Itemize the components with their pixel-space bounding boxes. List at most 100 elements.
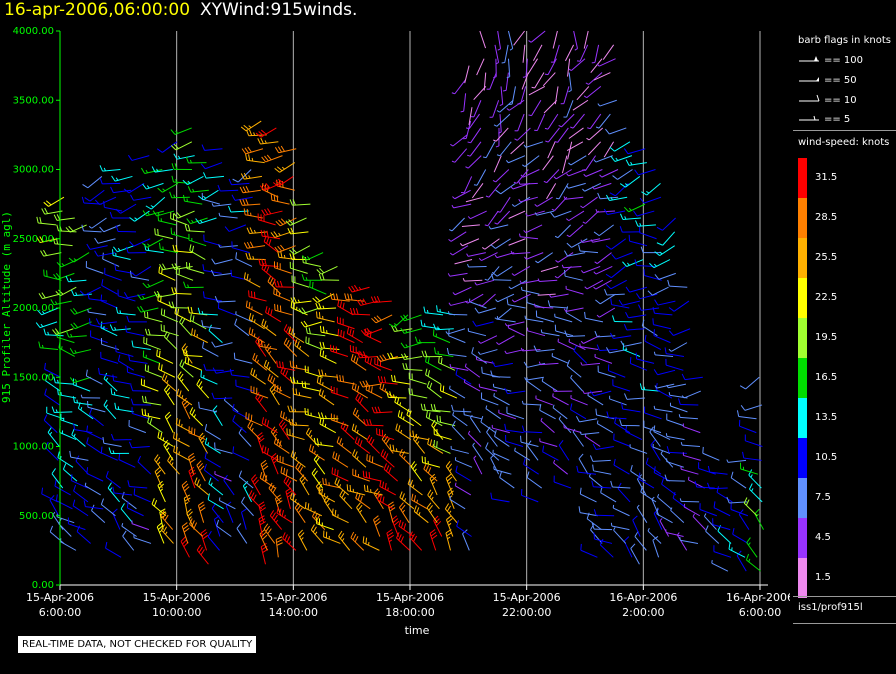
wind-barb bbox=[175, 267, 194, 281]
wind-barb bbox=[142, 182, 164, 190]
wind-barb bbox=[337, 328, 355, 344]
wind-barb bbox=[273, 383, 291, 399]
wind-barb bbox=[274, 162, 296, 173]
wind-barb bbox=[211, 258, 233, 265]
wind-barb bbox=[510, 141, 525, 155]
wind-barb bbox=[482, 238, 500, 250]
wind-barb bbox=[260, 229, 281, 240]
x-tick-time: 18:00:00 bbox=[385, 606, 434, 619]
wind-barb bbox=[232, 414, 247, 434]
wind-barb bbox=[170, 127, 192, 135]
wind-barb bbox=[143, 336, 161, 351]
wind-barb bbox=[288, 418, 309, 427]
wind-barb bbox=[455, 368, 472, 385]
wind-barb bbox=[554, 127, 569, 143]
wind-barb bbox=[504, 387, 526, 395]
wind-barb bbox=[248, 327, 265, 344]
wind-barb bbox=[568, 127, 584, 139]
wind-barb bbox=[606, 411, 627, 420]
wind-barb bbox=[129, 270, 150, 281]
wind-barb bbox=[436, 305, 456, 316]
wind-barb bbox=[596, 307, 616, 318]
flag-50-glyph bbox=[799, 77, 819, 82]
wind-barb bbox=[305, 427, 320, 447]
wind-barb bbox=[534, 113, 546, 132]
wind-barb bbox=[203, 172, 225, 179]
wind-barb bbox=[596, 58, 616, 67]
wind-barb bbox=[387, 501, 396, 523]
wind-barb bbox=[160, 324, 179, 337]
wind-barb bbox=[520, 435, 539, 447]
wind-barb bbox=[452, 412, 468, 427]
wind-barb bbox=[145, 196, 166, 210]
wind-barb bbox=[566, 359, 582, 378]
wind-barb bbox=[67, 517, 86, 531]
wind-barb bbox=[346, 484, 366, 496]
wind-barb bbox=[520, 347, 541, 352]
wind-barb bbox=[161, 524, 174, 544]
wind-barb bbox=[557, 338, 575, 351]
wind-barb bbox=[359, 380, 381, 388]
wind-barb bbox=[641, 182, 661, 196]
wind-barb bbox=[511, 266, 531, 276]
wind-barb bbox=[154, 466, 163, 489]
wind-barb bbox=[527, 440, 539, 461]
wind-barb bbox=[318, 487, 336, 503]
wind-barb bbox=[107, 482, 120, 503]
wind-barb bbox=[534, 196, 553, 207]
wind-barb bbox=[464, 363, 481, 378]
wind-barb bbox=[555, 183, 569, 200]
wind-barb bbox=[600, 486, 617, 503]
wind-barb bbox=[89, 318, 108, 330]
wind-barb bbox=[260, 542, 269, 565]
wind-barb bbox=[707, 482, 728, 490]
wind-barb bbox=[491, 424, 510, 434]
wind-barb bbox=[142, 350, 161, 364]
wind-barb bbox=[402, 362, 423, 371]
wind-barb bbox=[582, 182, 602, 192]
wind-barb bbox=[261, 262, 277, 281]
wind-barb bbox=[211, 341, 233, 348]
wind-barb bbox=[255, 127, 277, 138]
wind-barb bbox=[676, 532, 688, 551]
wind-barb bbox=[589, 390, 612, 397]
wind-barb bbox=[568, 155, 587, 166]
wind-barb bbox=[156, 349, 174, 364]
wind-barb bbox=[639, 196, 662, 204]
wind-barb bbox=[245, 252, 266, 261]
wind-barb bbox=[204, 437, 221, 454]
flag-100-glyph bbox=[799, 56, 819, 62]
wind-barb bbox=[568, 58, 586, 71]
wind-barb bbox=[399, 502, 410, 523]
wind-barb bbox=[524, 376, 544, 381]
wind-barb bbox=[565, 210, 585, 222]
wind-barb bbox=[632, 515, 641, 537]
wind-barb bbox=[187, 186, 209, 193]
wind-barb bbox=[380, 449, 395, 468]
wind-barb bbox=[547, 141, 556, 159]
wind-barb bbox=[391, 374, 411, 385]
wind-barb bbox=[508, 86, 516, 106]
legend-divider-1 bbox=[793, 130, 896, 131]
wind-barb bbox=[580, 362, 601, 366]
wind-barb bbox=[466, 252, 486, 257]
wind-barb bbox=[211, 392, 233, 400]
wind-barb bbox=[504, 321, 525, 327]
wind-barb bbox=[625, 311, 647, 319]
wind-barb bbox=[421, 350, 443, 358]
wind-barb bbox=[433, 323, 454, 331]
wind-barb bbox=[650, 439, 661, 461]
wind-barb bbox=[274, 261, 292, 274]
wind-barb bbox=[566, 169, 586, 177]
wind-barb bbox=[189, 518, 204, 537]
wind-barb bbox=[605, 266, 626, 279]
wind-barb bbox=[236, 523, 248, 544]
wind-barb bbox=[102, 436, 122, 447]
wind-barb bbox=[592, 464, 612, 475]
wind-barb bbox=[468, 107, 473, 126]
wind-barb bbox=[639, 226, 657, 240]
wind-barb bbox=[258, 515, 266, 537]
wind-barb bbox=[558, 416, 572, 433]
wind-barb bbox=[301, 380, 321, 392]
wind-barb bbox=[479, 30, 487, 49]
